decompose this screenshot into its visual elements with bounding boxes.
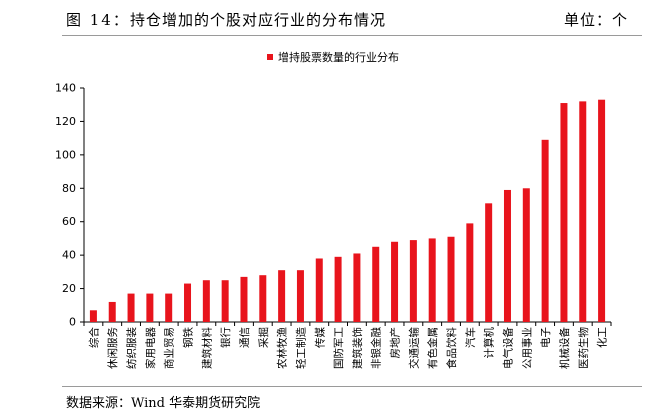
figure-label: 图 14：: [66, 11, 130, 29]
bar: [560, 103, 568, 323]
header-rule: [62, 35, 642, 36]
bar: [334, 256, 342, 322]
bar: [598, 99, 606, 322]
bar: [296, 270, 304, 322]
bar: [466, 223, 474, 322]
bar: [372, 246, 380, 322]
bar: [541, 139, 549, 322]
y-tick-label: 20: [62, 282, 76, 295]
bar: [89, 310, 97, 322]
y-tick-label: 80: [62, 182, 76, 195]
bar: [240, 276, 248, 322]
x-tick-label: 建筑装饰: [351, 327, 364, 369]
y-tick-label: 0: [69, 316, 76, 329]
bar: [259, 275, 267, 322]
x-tick-label: 食品饮料: [445, 327, 458, 369]
bar: [579, 101, 587, 322]
legend-swatch: [267, 54, 273, 60]
x-tick-label: 采掘: [257, 327, 270, 348]
figure-source: 数据来源：Wind 华泰期货研究院: [66, 396, 261, 411]
figure-title: 持仓增加的个股对应行业的分布情况: [130, 11, 387, 29]
x-tick-label: 轻工制造: [294, 327, 307, 369]
x-tick-label: 交通运输: [407, 327, 420, 369]
x-tick-label: 机械设备: [558, 327, 571, 369]
bar: [278, 270, 286, 322]
x-tick-label: 汽车: [464, 327, 477, 348]
x-tick-label: 公用事业: [520, 327, 533, 369]
footer-rule: [62, 386, 642, 387]
y-tick-label: 100: [55, 148, 76, 161]
bar: [165, 293, 173, 322]
bar: [409, 240, 417, 322]
x-tick-label: 休闲服务: [106, 327, 119, 369]
bar: [391, 241, 399, 322]
x-tick-label: 医药生物: [577, 327, 590, 369]
bar: [447, 236, 455, 322]
x-tick-label: 纺织服装: [125, 327, 138, 369]
y-tick-label: 140: [55, 82, 76, 95]
bar: [315, 258, 323, 322]
x-tick-label: 通信: [239, 327, 251, 348]
x-tick-label: 钢铁: [182, 327, 195, 348]
x-tick-label: 化工: [596, 327, 609, 348]
x-tick-label: 房地产: [389, 327, 402, 359]
x-tick-label: 商业贸易: [163, 327, 176, 369]
bar: [485, 203, 493, 322]
y-tick-label: 40: [62, 249, 76, 262]
x-tick-label: 传媒: [313, 327, 326, 348]
bar: [127, 293, 135, 322]
x-tick-label: 计算机: [483, 327, 496, 359]
x-tick-label: 综合: [87, 327, 100, 348]
x-tick-label: 国防军工: [332, 327, 345, 369]
bar: [108, 301, 116, 322]
bar: [428, 238, 436, 322]
x-tick-label: 电子: [539, 327, 552, 348]
legend-label: 增持股票数量的行业分布: [278, 50, 399, 64]
x-tick-label: 建筑材料: [200, 327, 213, 369]
bar: [503, 189, 511, 322]
figure-unit: 单位：个: [563, 11, 628, 29]
x-tick-label: 有色金属: [426, 327, 439, 369]
bar: [202, 280, 210, 322]
bar: [184, 283, 192, 322]
x-tick-label: 家用电器: [144, 327, 157, 369]
x-tick-label: 农林牧渔: [276, 327, 289, 369]
bar: [146, 293, 154, 322]
y-tick-label: 120: [55, 115, 76, 128]
bar: [353, 253, 361, 322]
x-tick-label: 银行: [219, 327, 232, 348]
bar: [522, 188, 530, 322]
figure-header: 图 14： 持仓增加的个股对应行业的分布情况 单位：个: [0, 0, 664, 36]
x-tick-label: 非银金融: [370, 327, 383, 369]
bar: [221, 280, 229, 322]
y-tick-label: 60: [62, 215, 76, 228]
x-tick-label: 电气设备: [501, 327, 514, 369]
